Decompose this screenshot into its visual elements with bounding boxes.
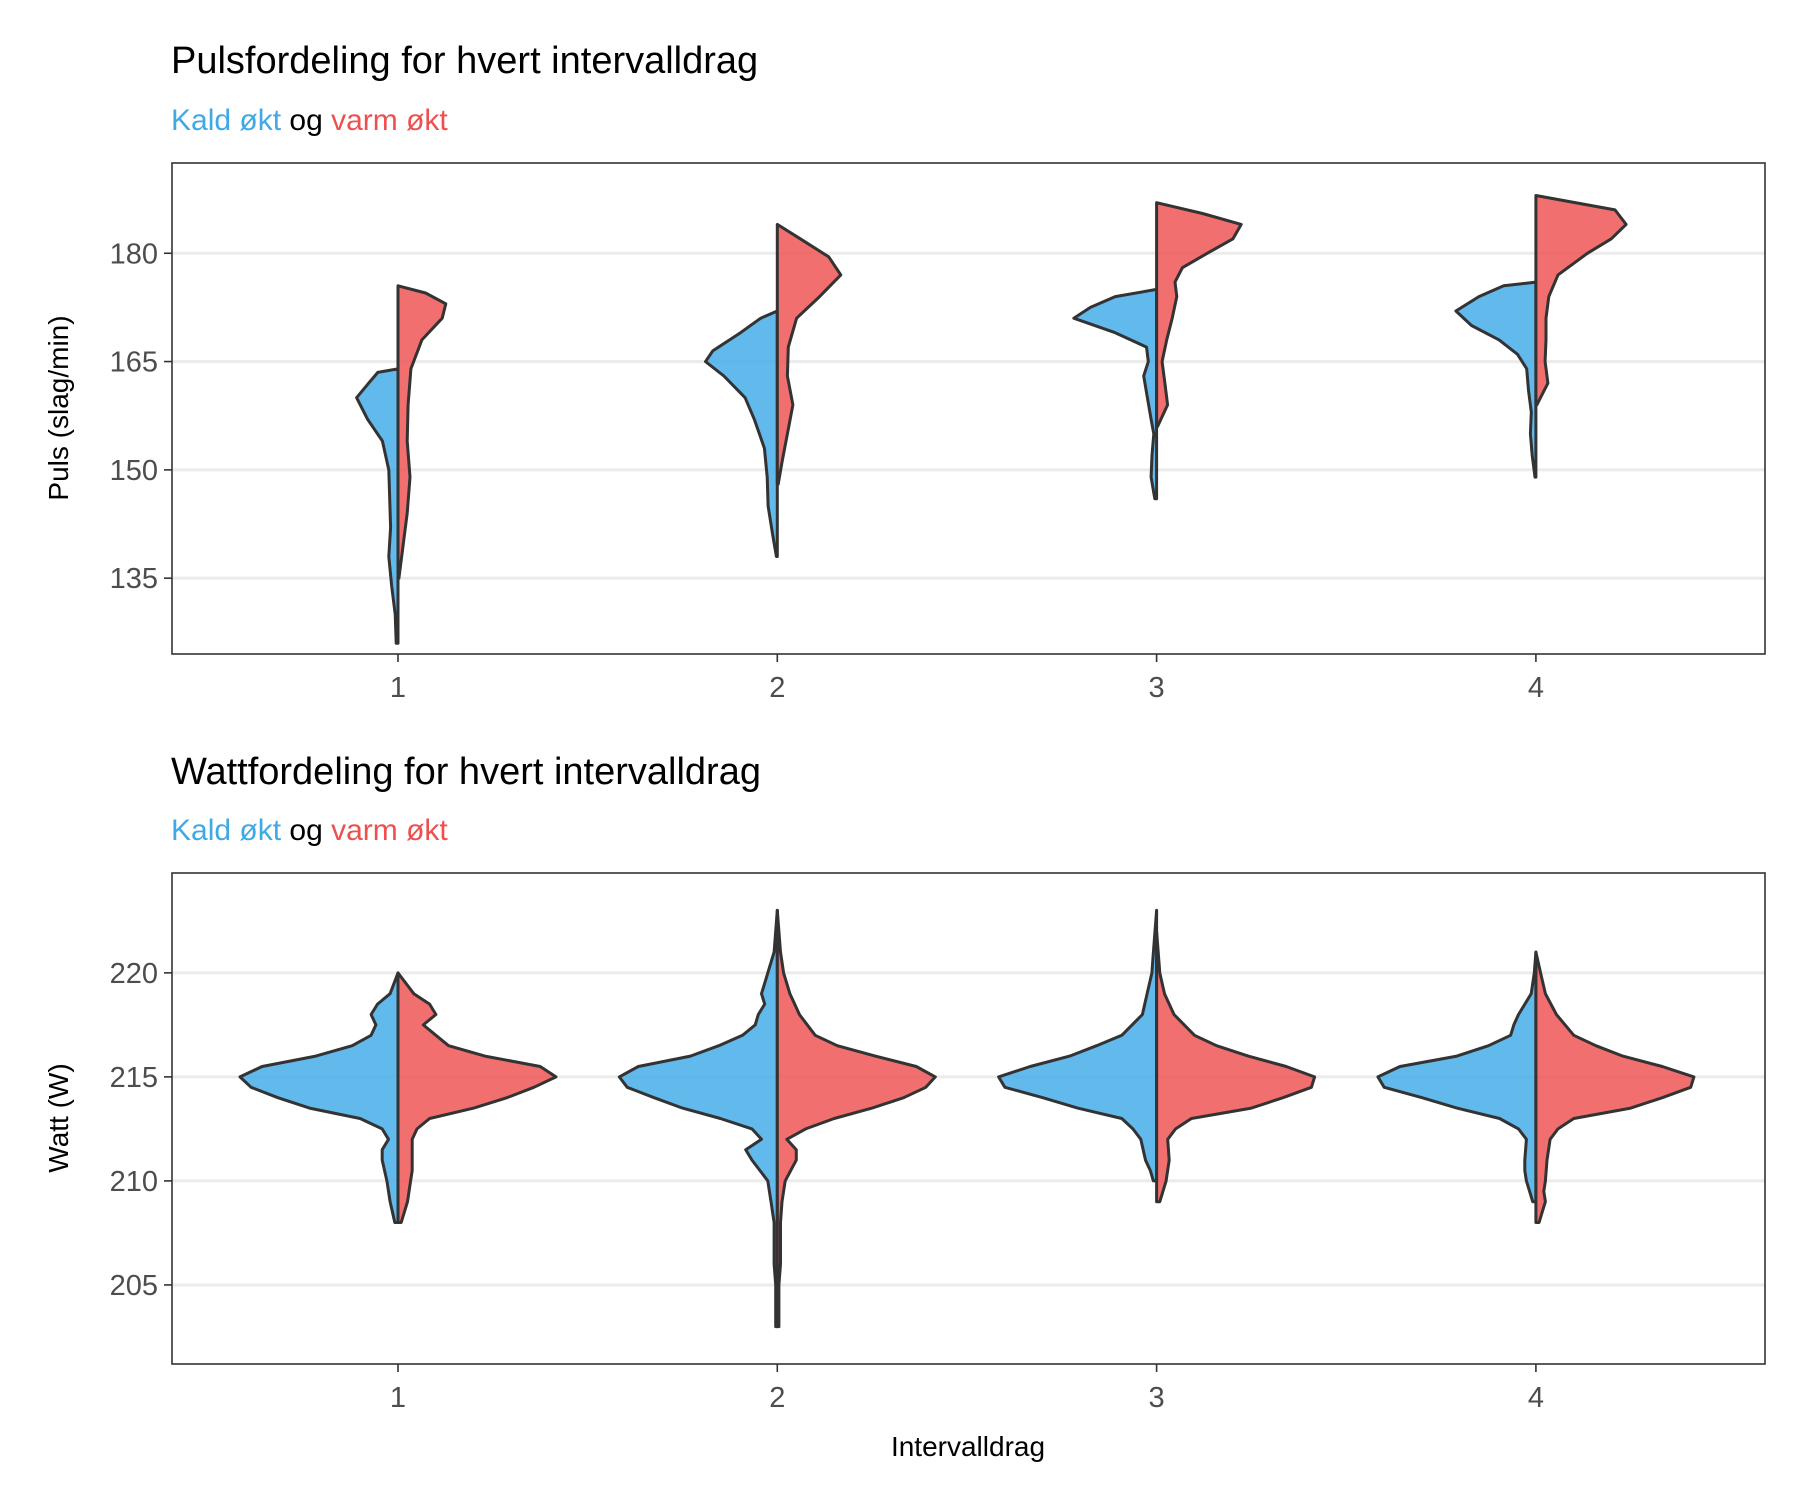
x-tick-label: 1 [390,1382,406,1414]
pulse-y-axis-title: Puls (slag/min) [43,315,74,500]
warm-session-violin-1 [396,971,558,1224]
warm-session-violin-2 [775,908,937,1329]
y-tick-label: 150 [110,455,158,487]
pulse-gridlines [172,251,1765,580]
y-tick-label: 210 [110,1166,158,1198]
subtitle-cold-label: Kald økt [171,104,282,137]
warm-session-violin-4 [1534,194,1628,407]
pulse-panel: Pulsfordeling for hvert intervalldrag Ka… [43,40,1766,704]
pulse-chart-title: Pulsfordeling for hvert intervalldrag [171,40,758,82]
cold-session-violin-1 [238,971,400,1224]
pulse-panel-border [171,162,1766,655]
x-tick-label: 2 [769,672,785,704]
watt-panel: Wattfordeling for hvert intervalldrag Ka… [43,751,1766,1462]
x-tick-label: 4 [1528,672,1544,704]
watt-y-ticks: 205 210 215 220 [110,958,172,1302]
y-tick-label: 220 [110,958,158,990]
subtitle-warm-label: varm økt [331,104,448,137]
cold-session-violin-1 [355,367,400,645]
pulse-y-ticks: 135 150 165 180 [110,238,172,595]
subtitle-cold-label: Kald økt [171,814,282,847]
x-tick-label: 2 [769,1382,785,1414]
watt-chart-subtitle: Kald økt og varm økt [171,814,448,847]
x-tick-label: 4 [1528,1382,1544,1414]
watt-violins [238,908,1696,1329]
y-tick-label: 165 [110,347,158,379]
y-tick-label: 215 [110,1062,158,1094]
warm-session-violin-3 [1155,929,1317,1204]
cold-session-violin-3 [997,908,1159,1183]
subtitle-warm-label: varm økt [331,814,448,847]
y-tick-label: 205 [110,1270,158,1302]
warm-session-violin-3 [1155,201,1243,429]
warm-session-violin-4 [1534,950,1696,1224]
watt-x-axis-title: Intervalldrag [891,1431,1045,1462]
x-tick-label: 1 [390,672,406,704]
x-tick-label: 3 [1149,1382,1165,1414]
cold-session-violin-3 [1072,287,1159,501]
warm-session-violin-2 [775,222,843,486]
cold-session-violin-2 [704,309,779,558]
x-tick-label: 3 [1149,672,1165,704]
pulse-violins [355,194,1628,645]
cold-session-violin-4 [1454,280,1538,479]
y-tick-label: 180 [110,238,158,270]
watt-panel-border [171,872,1766,1365]
warm-session-violin-1 [396,284,448,580]
cold-session-violin-4 [1376,950,1538,1204]
watt-x-ticks: 1 2 3 4 [390,1364,1544,1414]
pulse-chart-subtitle: Kald økt og varm økt [171,104,448,137]
subtitle-joiner: og [289,104,322,137]
pulse-x-ticks: 1 2 3 4 [390,654,1544,704]
cold-session-violin-2 [617,908,779,1329]
y-tick-label: 135 [110,563,158,595]
watt-chart-title: Wattfordeling for hvert intervalldrag [171,751,761,793]
watt-y-axis-title: Watt (W) [43,1063,74,1172]
subtitle-joiner: og [289,814,322,847]
